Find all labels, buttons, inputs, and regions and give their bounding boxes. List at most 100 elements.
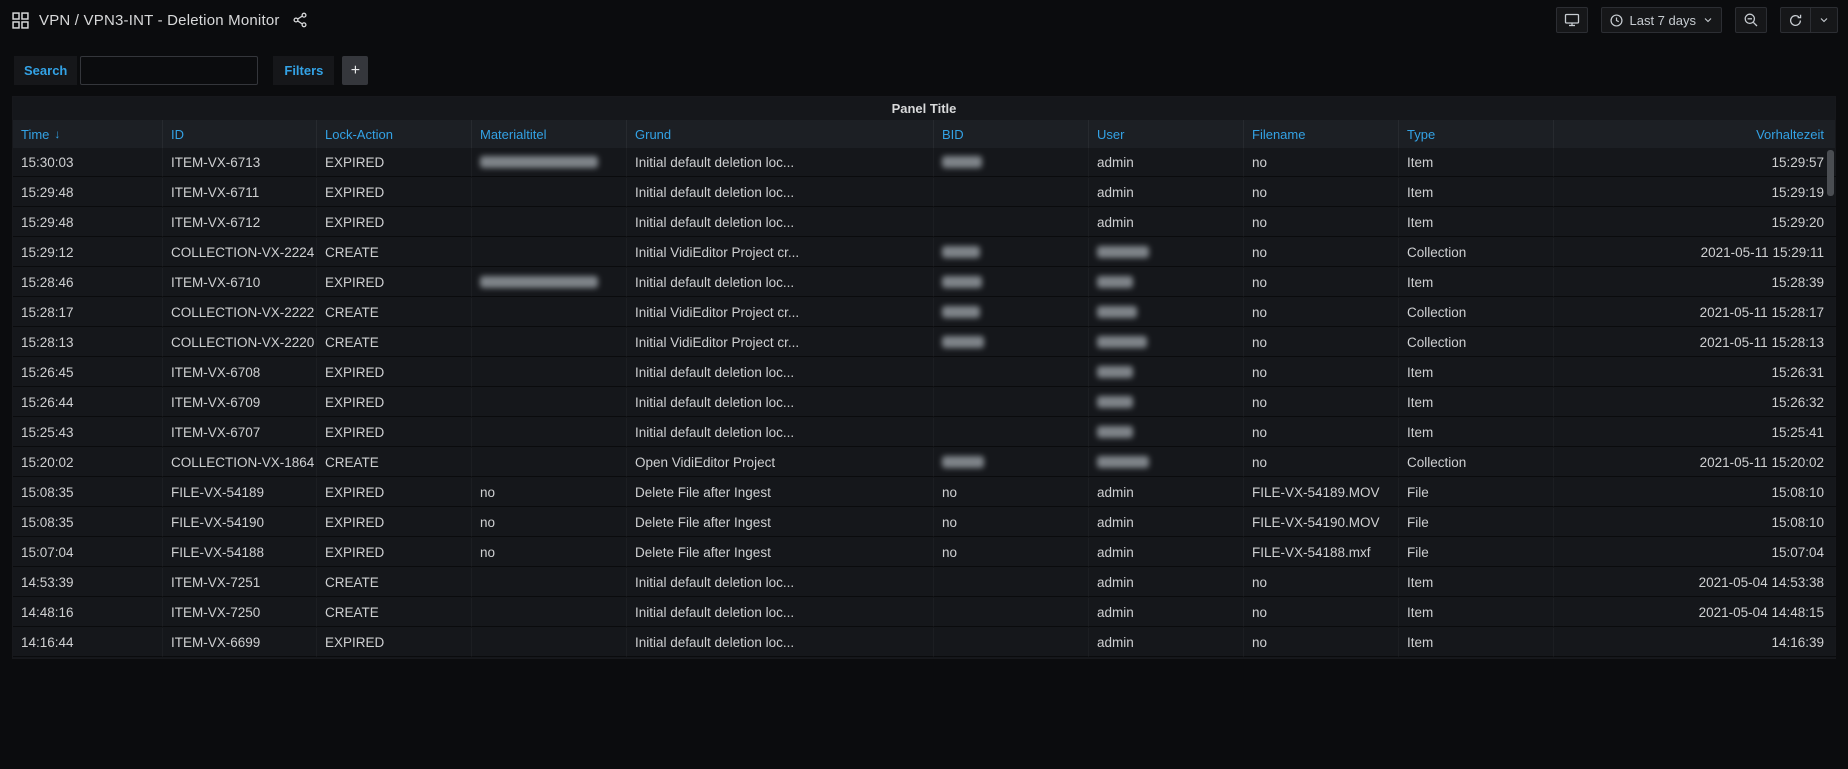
column-header-label: Grund [635,126,672,142]
table-row: 15:08:35 FILE-VX-54189 EXPIRED no Delete Fil… [13,478,1836,508]
time-range-picker[interactable]: Last 7 days [1600,7,1722,33]
table-cell [1089,298,1244,327]
table-cell [472,178,627,207]
table-cell [1089,418,1244,447]
table-cell [934,208,1089,237]
table-header-row: Time ↓ ID Lock-Action Materialtitel Grund BID U… [13,120,1835,148]
table-cell [1089,328,1244,357]
scrollbar-thumb[interactable] [1827,150,1834,196]
table-cell: 14:48:16 [13,598,163,627]
table-cell [934,568,1089,597]
column-header-user[interactable]: User [1089,120,1244,148]
table-cell: 2021-05-11 15:29:11 [1554,238,1836,267]
redacted-value [1097,246,1149,258]
table-cell: CREATE [317,448,472,477]
table-cell: FILE-VX-54190.MOV [1244,508,1399,537]
table-row: 15:29:48 ITEM-VX-6711 EXPIRED Initial defau… [13,178,1836,208]
redacted-value [1097,426,1133,438]
share-icon[interactable] [292,12,308,28]
table-cell: no [934,508,1089,537]
table-cell: 15:29:57 [1554,148,1836,177]
redacted-value [942,336,984,348]
table-cell: Initial default deletion loc... [627,388,934,417]
chevron-down-icon [1704,18,1712,23]
table-cell: no [472,538,627,567]
table-cell [934,298,1089,327]
table-cell: no [1244,208,1399,237]
table-cell: no [1244,238,1399,267]
redacted-value [942,156,982,168]
table-cell: 15:07:04 [13,538,163,567]
table-row: 15:29:12 COLLECTION-VX-2224 CREATE Initial … [13,238,1836,268]
table-cell: 15:29:20 [1554,208,1836,237]
table-cell [934,628,1089,657]
column-header-bid[interactable]: BID [934,120,1089,148]
cycle-view-button[interactable] [1555,7,1588,33]
table-cell: Collection [1399,328,1554,357]
table-cell: admin [1089,178,1244,207]
table-cell [934,598,1089,627]
table-cell: Initial default deletion loc... [627,148,934,177]
table-cell: Delete File after Ingest [627,538,934,567]
search-input[interactable] [80,56,259,85]
table-cell: 15:08:35 [13,478,163,507]
table-cell [472,328,627,357]
table-cell [934,358,1089,387]
table-cell [934,328,1089,357]
table-cell: Collection [1399,448,1554,477]
table-cell: 15:26:32 [1554,388,1836,417]
add-filter-button[interactable]: + [342,56,369,85]
refresh-interval-button[interactable] [1810,7,1838,33]
table-cell: 15:29:48 [13,178,163,207]
column-header-label: Filename [1252,126,1306,142]
column-header-type[interactable]: Type [1399,120,1554,148]
table-cell: COLLECTION-VX-2220 [163,328,317,357]
table-cell: EXPIRED [317,208,472,237]
table-cell: ITEM-VX-6712 [163,208,317,237]
redacted-value [942,246,980,258]
redacted-value [480,156,598,168]
column-header-grund[interactable]: Grund [627,120,934,148]
table-cell: Collection [1399,298,1554,327]
column-header-lock-action[interactable]: Lock-Action [317,120,472,148]
search-variable-label[interactable]: Search [14,56,78,85]
filters-label[interactable]: Filters [273,56,335,85]
redacted-value [1097,336,1147,348]
redacted-value [942,306,980,318]
table-cell: Item [1399,388,1554,417]
table-row: 15:30:03 ITEM-VX-6713 EXPIRED Initial defau… [13,148,1836,178]
table-cell: Initial default deletion loc... [627,208,934,237]
table-cell: COLLECTION-VX-2222 [163,298,317,327]
table-cell: Initial VidiEditor Project cr... [627,238,934,267]
table-cell: 2021-05-04 14:48:15 [1554,598,1836,627]
table-cell: no [934,538,1089,567]
table-cell: Collection [1399,238,1554,267]
dashboard-title: VPN / VPN3-INT - Deletion Monitor [39,11,280,29]
table-cell: admin [1089,208,1244,237]
table-cell [1089,388,1244,417]
zoom-out-button[interactable] [1735,7,1767,33]
refresh-button[interactable] [1780,7,1810,33]
table-row: 15:20:02 COLLECTION-VX-1864 CREATE Open Vid… [13,448,1836,478]
table-cell: no [1244,358,1399,387]
column-header-materialtitel[interactable]: Materialtitel [472,120,627,148]
table-cell: admin [1089,628,1244,657]
column-header-filename[interactable]: Filename [1244,120,1399,148]
table-cell: Initial default deletion loc... [627,268,934,297]
column-header-id[interactable]: ID [163,120,317,148]
column-header-time[interactable]: Time ↓ [13,120,163,148]
dashboard-grid-icon[interactable] [12,11,29,29]
table-cell: FILE-VX-54190 [163,508,317,537]
table-row: 15:28:46 ITEM-VX-6710 EXPIRED Initial defau… [13,268,1836,298]
column-header-label: Time [21,126,50,142]
column-header-vorhaltezeit[interactable]: Vorhaltezeit [1554,120,1836,148]
table-cell: Item [1399,208,1554,237]
table-row: 15:08:35 FILE-VX-54190 EXPIRED no Delete Fil… [13,508,1836,538]
table-cell: COLLECTION-VX-1864 [163,448,317,477]
table-cell: 15:26:31 [1554,358,1836,387]
table-cell: 15:30:03 [13,148,163,177]
table-cell: 15:08:10 [1554,508,1836,537]
panel-title[interactable]: Panel Title [891,101,957,116]
table-cell [934,448,1089,477]
column-header-label: Lock-Action [325,126,393,142]
